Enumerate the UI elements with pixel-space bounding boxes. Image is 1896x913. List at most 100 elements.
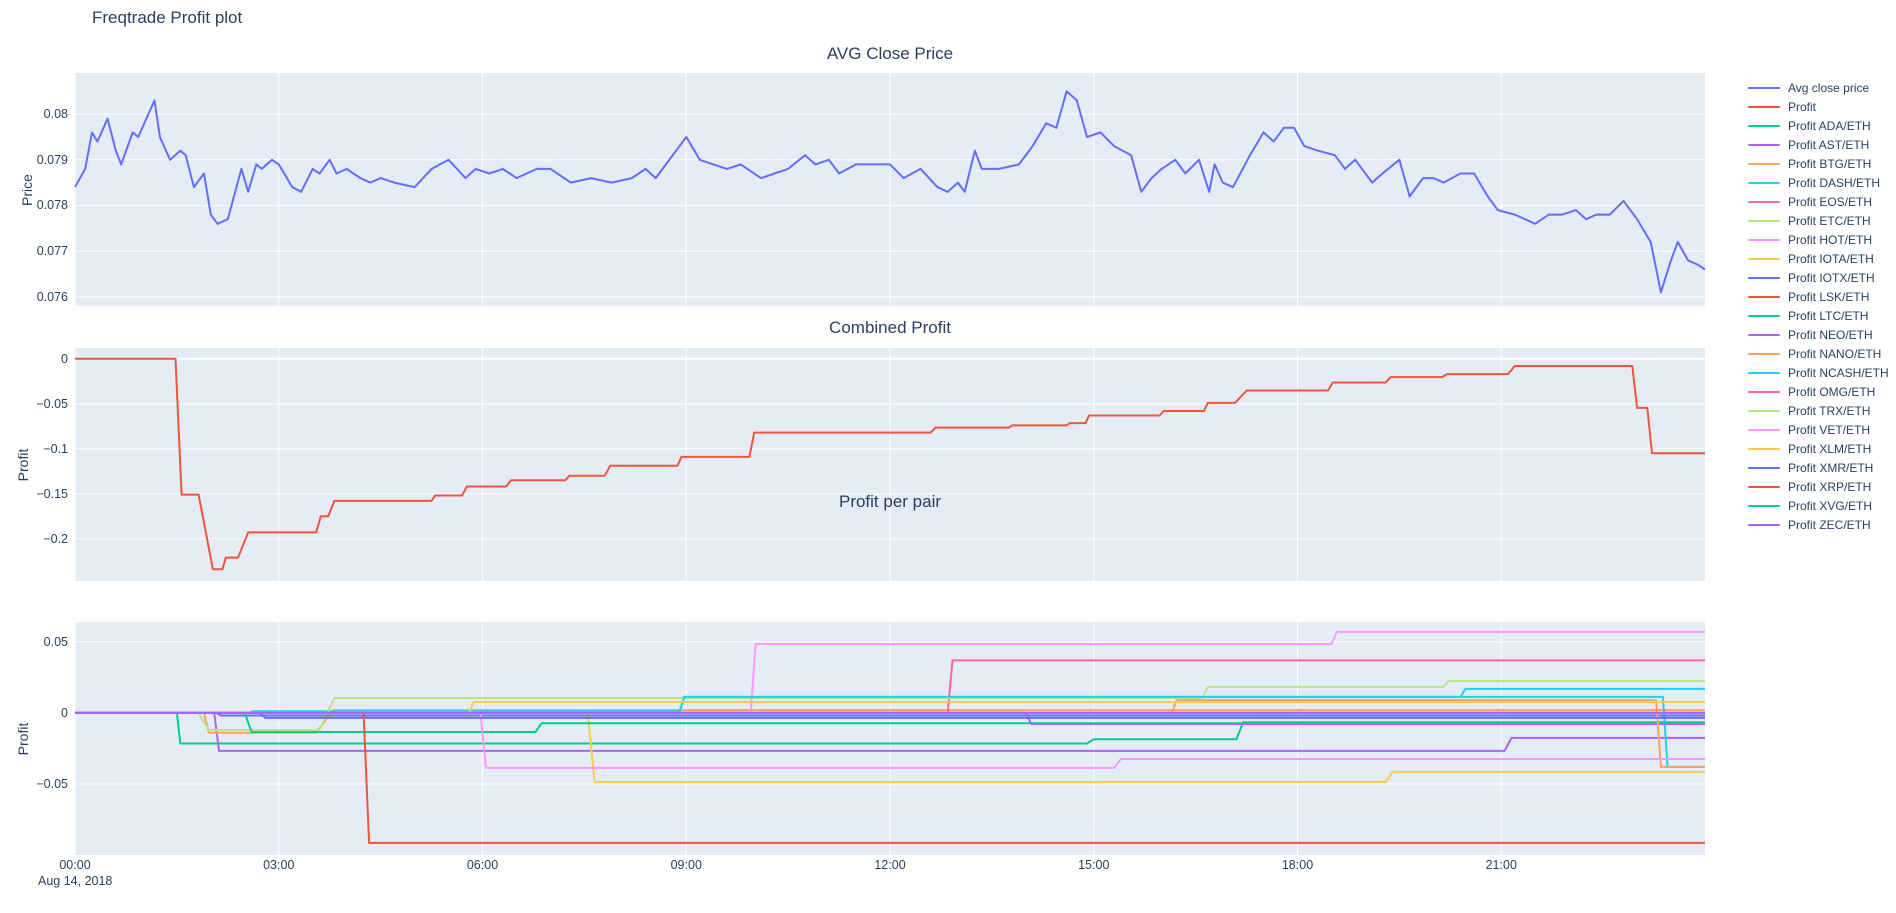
legend-item-profit-hot-eth[interactable]: Profit HOT/ETH bbox=[1748, 230, 1872, 249]
combined-y-tick-label: −0.05 bbox=[36, 396, 68, 411]
legend-label: Profit OMG/ETH bbox=[1788, 384, 1876, 399]
legend-item-profit-ast-eth[interactable]: Profit AST/ETH bbox=[1748, 135, 1869, 154]
legend-label: Profit ETC/ETH bbox=[1788, 213, 1871, 228]
page-title: Freqtrade Profit plot bbox=[92, 8, 243, 27]
legend-label: Profit LSK/ETH bbox=[1788, 289, 1870, 304]
legend-label: Profit LTC/ETH bbox=[1788, 308, 1869, 323]
x-tick-label: 18:00 bbox=[1281, 858, 1314, 872]
legend-label: Profit HOT/ETH bbox=[1788, 232, 1873, 247]
series-line-profit-ada-eth bbox=[75, 711, 1705, 745]
series-line-avg-close-price bbox=[74, 90, 1706, 294]
legend-swatch bbox=[1748, 390, 1780, 393]
legend-swatch bbox=[1748, 333, 1780, 336]
x-tick-label: 09:00 bbox=[670, 858, 702, 872]
legend-swatch bbox=[1748, 200, 1780, 203]
x-tick-label: 12:00 bbox=[874, 858, 906, 872]
legend-swatch bbox=[1748, 257, 1780, 260]
legend-swatch bbox=[1748, 105, 1780, 108]
x-tick-label: 15:00 bbox=[1078, 858, 1110, 872]
legend-item-profit-xvg-eth[interactable]: Profit XVG/ETH bbox=[1748, 496, 1872, 515]
legend-item-profit-ltc-eth[interactable]: Profit LTC/ETH bbox=[1748, 306, 1868, 325]
legend-item-avg-close-price[interactable]: Avg close price bbox=[1748, 78, 1869, 97]
legend-item-profit-xlm-eth[interactable]: Profit XLM/ETH bbox=[1748, 439, 1871, 458]
price-y-tick-label: 0.077 bbox=[36, 244, 68, 259]
legend-swatch bbox=[1748, 181, 1780, 184]
legend-item-profit-eos-eth[interactable]: Profit EOS/ETH bbox=[1748, 192, 1872, 211]
per-pair-y-axis-title: Profit bbox=[15, 722, 31, 756]
legend-label: Profit bbox=[1788, 99, 1817, 114]
legend-swatch bbox=[1748, 371, 1780, 374]
legend-item-profit-omg-eth[interactable]: Profit OMG/ETH bbox=[1748, 382, 1875, 401]
legend-swatch bbox=[1748, 86, 1780, 89]
legend-label: Profit ZEC/ETH bbox=[1788, 517, 1871, 532]
legend-item-profit-iotx-eth[interactable]: Profit IOTX/ETH bbox=[1748, 268, 1875, 287]
legend-item-profit-ncash-eth[interactable]: Profit NCASH/ETH bbox=[1748, 363, 1889, 382]
per-pair-subplot-title: Profit per pair bbox=[838, 492, 942, 511]
legend-label: Profit IOTX/ETH bbox=[1788, 270, 1875, 285]
price-y-tick-label: 0.078 bbox=[36, 198, 68, 213]
price-subplot-title: AVG Close Price bbox=[826, 44, 954, 63]
legend-label: Profit NANO/ETH bbox=[1788, 346, 1882, 361]
per_pair-y-tick-label: 0.05 bbox=[43, 634, 68, 649]
legend-item-profit-etc-eth[interactable]: Profit ETC/ETH bbox=[1748, 211, 1871, 230]
legend-swatch bbox=[1748, 352, 1780, 355]
legend-item-profit-iota-eth[interactable]: Profit IOTA/ETH bbox=[1748, 249, 1874, 268]
legend-swatch bbox=[1748, 504, 1780, 507]
legend-label: Profit BTG/ETH bbox=[1788, 156, 1872, 171]
legend-swatch bbox=[1748, 143, 1780, 146]
x-tick-label: 21:00 bbox=[1485, 858, 1517, 872]
legend-label: Profit EOS/ETH bbox=[1788, 194, 1873, 209]
x-axis-date-label: Aug 14, 2018 bbox=[38, 874, 113, 888]
legend-item-profit-lsk-eth[interactable]: Profit LSK/ETH bbox=[1748, 287, 1869, 306]
legend-item-profit-dash-eth[interactable]: Profit DASH/ETH bbox=[1748, 173, 1880, 192]
per_pair-y-tick-label: −0.05 bbox=[36, 776, 68, 791]
legend-item-profit-xmr-eth[interactable]: Profit XMR/ETH bbox=[1748, 458, 1873, 477]
combined-y-tick-label: 0 bbox=[61, 351, 68, 366]
legend-label: Profit XRP/ETH bbox=[1788, 479, 1872, 494]
legend-item-profit-ada-eth[interactable]: Profit ADA/ETH bbox=[1748, 116, 1871, 135]
price-y-axis-title: Price bbox=[19, 174, 35, 206]
legend-label: Profit NEO/ETH bbox=[1788, 327, 1873, 342]
legend-swatch bbox=[1748, 124, 1780, 127]
combined-y-tick-label: −0.15 bbox=[36, 486, 68, 501]
series-line-profit bbox=[75, 357, 1705, 571]
price-y-tick-label: 0.076 bbox=[36, 289, 68, 304]
legend-swatch bbox=[1748, 314, 1780, 317]
legend-label: Profit VET/ETH bbox=[1788, 422, 1871, 437]
legend-swatch bbox=[1748, 238, 1780, 241]
legend-swatch bbox=[1748, 162, 1780, 165]
combined-subplot-title: Combined Profit bbox=[829, 318, 951, 337]
series-line-profit-etc-eth bbox=[75, 680, 1705, 731]
combined-y-axis-title: Profit bbox=[15, 448, 31, 482]
combined-y-tick-label: −0.1 bbox=[43, 441, 68, 456]
legend-label: Profit AST/ETH bbox=[1788, 137, 1870, 152]
combined-y-tick-label: −0.2 bbox=[43, 531, 68, 546]
per_pair-y-tick-label: 0 bbox=[61, 705, 68, 720]
price-y-tick-label: 0.08 bbox=[43, 107, 68, 122]
x-tick-label: 03:00 bbox=[263, 858, 295, 872]
legend-item-profit-vet-eth[interactable]: Profit VET/ETH bbox=[1748, 420, 1870, 439]
legend-item-profit-btg-eth[interactable]: Profit BTG/ETH bbox=[1748, 154, 1871, 173]
legend-label: Profit XVG/ETH bbox=[1788, 498, 1873, 513]
legend-label: Profit DASH/ETH bbox=[1788, 175, 1881, 190]
legend-item-profit[interactable]: Profit bbox=[1748, 97, 1816, 116]
legend-item-profit-neo-eth[interactable]: Profit NEO/ETH bbox=[1748, 325, 1873, 344]
legend-item-profit-xrp-eth[interactable]: Profit XRP/ETH bbox=[1748, 477, 1871, 496]
legend-item-profit-trx-eth[interactable]: Profit TRX/ETH bbox=[1748, 401, 1870, 420]
price-y-tick-label: 0.079 bbox=[36, 152, 68, 167]
legend-swatch bbox=[1748, 485, 1780, 488]
legend-label: Profit IOTA/ETH bbox=[1788, 251, 1874, 266]
legend-item-profit-nano-eth[interactable]: Profit NANO/ETH bbox=[1748, 344, 1881, 363]
legend-swatch bbox=[1748, 523, 1780, 526]
legend-swatch bbox=[1748, 466, 1780, 469]
x-tick-label: 06:00 bbox=[466, 858, 499, 872]
legend-item-profit-zec-eth[interactable]: Profit ZEC/ETH bbox=[1748, 515, 1871, 534]
legend-label: Profit TRX/ETH bbox=[1788, 403, 1871, 418]
legend-label: Profit NCASH/ETH bbox=[1788, 365, 1889, 380]
legend-swatch bbox=[1748, 428, 1780, 431]
legend-label: Profit XLM/ETH bbox=[1788, 441, 1872, 456]
legend-swatch bbox=[1748, 219, 1780, 222]
legend-label: Profit ADA/ETH bbox=[1788, 118, 1871, 133]
